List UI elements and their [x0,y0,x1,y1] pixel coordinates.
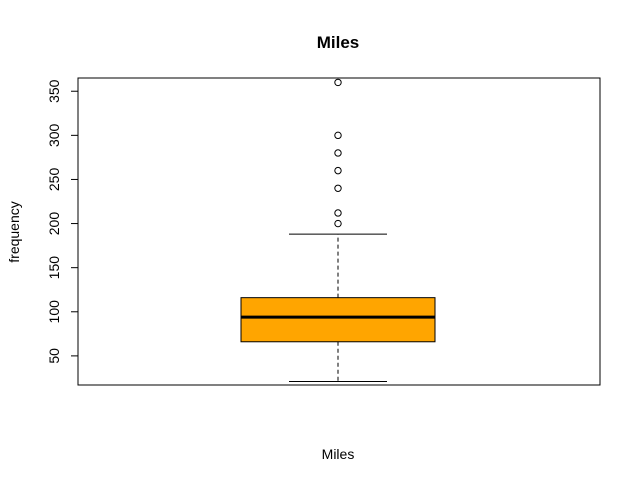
outlier-point [334,184,342,192]
outlier-point [334,209,342,217]
outlier-point [334,78,342,87]
iqr-box [240,297,436,343]
y-tick-label: 50 [46,348,62,364]
y-tick-label: 100 [46,300,62,324]
outlier-point [334,149,342,157]
outlier-point [334,131,342,140]
y-axis: 50 100 150 200 250 300 350 [46,79,79,364]
x-axis-label: Miles [322,446,355,462]
y-axis-label: frequency [6,201,22,262]
outlier-point [334,166,342,175]
y-tick-label: 300 [46,123,62,147]
outliers [334,78,342,228]
y-tick-label: 150 [46,256,62,280]
box-plot [240,233,436,382]
y-tick-label: 350 [46,79,62,103]
y-tick-label: 200 [46,212,62,236]
chart-title: Miles [317,33,360,52]
outlier-point [334,219,342,228]
y-tick-label: 250 [46,168,62,192]
